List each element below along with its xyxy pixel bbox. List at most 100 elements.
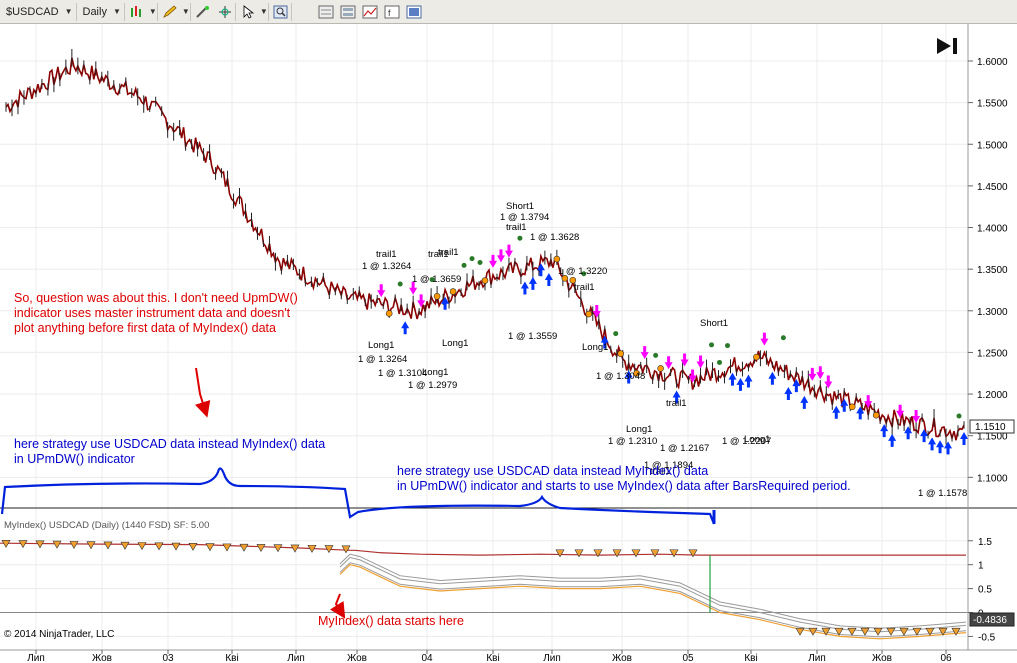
trade-label: Long1 bbox=[442, 338, 468, 349]
chevron-down-icon[interactable]: ▼ bbox=[149, 2, 158, 21]
indicator-marker bbox=[834, 627, 844, 636]
stop-dot bbox=[469, 256, 475, 262]
fill-dot bbox=[561, 275, 569, 282]
buy-arrow-icon bbox=[856, 406, 865, 420]
last-price-marker: 1.1510 bbox=[969, 419, 1015, 434]
indicator-marker bbox=[669, 549, 679, 558]
last-price-label: 1.1510 bbox=[975, 422, 1006, 433]
fill-dot bbox=[553, 255, 561, 263]
properties-icon[interactable] bbox=[338, 3, 358, 21]
stop-dot bbox=[717, 359, 723, 365]
price-tick-label: 1.5500 bbox=[977, 99, 1008, 110]
zoom-icon[interactable] bbox=[271, 2, 292, 21]
trade-label: 1 @ 1.3794 bbox=[500, 212, 549, 223]
pointer-icon[interactable] bbox=[238, 3, 258, 21]
sell-arrow-icon bbox=[504, 244, 513, 258]
pencil-icon[interactable] bbox=[160, 3, 180, 21]
price-tick-label: 1.1000 bbox=[977, 473, 1008, 484]
sell-arrow-icon bbox=[696, 355, 705, 369]
stop-dot bbox=[709, 342, 715, 348]
scroll-to-end-icon[interactable] bbox=[937, 38, 957, 54]
fill-dot bbox=[481, 277, 489, 284]
trade-label: 1 @ 1.2167 bbox=[660, 443, 709, 454]
indicator-marker bbox=[205, 543, 215, 552]
stop-dot bbox=[429, 277, 435, 283]
data-box-icon[interactable] bbox=[316, 3, 336, 21]
time-tick-label: Лип bbox=[543, 653, 561, 663]
indicator-tick-label: -0.5 bbox=[978, 632, 996, 643]
sell-arrow-icon bbox=[592, 305, 601, 319]
indicator-last-value: -0.4836 bbox=[973, 615, 1007, 626]
buy-arrow-icon bbox=[944, 441, 953, 455]
stop-dot bbox=[477, 260, 483, 266]
magic-wand-icon[interactable] bbox=[193, 3, 213, 21]
sell-arrow-icon bbox=[824, 375, 833, 389]
indicator-marker bbox=[69, 541, 79, 549]
price-tick-label: 1.3500 bbox=[977, 265, 1008, 276]
trade-label: Long1 bbox=[744, 434, 770, 445]
indicator-line bbox=[339, 556, 967, 633]
grid-lines bbox=[0, 24, 968, 650]
indicator-marker bbox=[86, 541, 96, 550]
svg-text:f: f bbox=[388, 8, 391, 18]
stop-dot bbox=[581, 271, 587, 277]
sell-arrow-icon bbox=[496, 249, 505, 263]
indicator-marker bbox=[912, 627, 922, 636]
time-tick-label: Лип bbox=[808, 653, 826, 663]
trade-label: trail1 bbox=[666, 398, 687, 409]
indicator-marker bbox=[103, 541, 113, 550]
trade-label: Short1 bbox=[506, 201, 534, 212]
trade-label: Long1 bbox=[626, 424, 652, 435]
trade-label: trail1 bbox=[438, 247, 459, 258]
indicator-line bbox=[0, 542, 966, 556]
period-selector[interactable]: Daily ▼ bbox=[80, 2, 125, 21]
strategy-icon[interactable] bbox=[404, 3, 424, 21]
bars-icon[interactable] bbox=[127, 3, 147, 21]
indicator-marker bbox=[18, 540, 28, 549]
buy-arrow-icon bbox=[832, 405, 841, 419]
trade-label: 1 @ 1.2310 bbox=[608, 436, 657, 447]
price-tick-label: 1.2500 bbox=[977, 348, 1008, 359]
sell-arrow-icon bbox=[409, 281, 418, 295]
trade-label: trail1 bbox=[506, 222, 527, 233]
indicator-axis: 1.510.50-0.5 bbox=[968, 537, 996, 643]
buy-arrow-icon bbox=[840, 398, 849, 412]
time-tick-label: Кві bbox=[486, 653, 499, 663]
buy-arrow-icon bbox=[544, 273, 553, 287]
indicator-tick-label: 1 bbox=[978, 561, 984, 572]
annotation-note-right: here strategy use USDCAD data instead My… bbox=[397, 464, 851, 493]
buy-arrow-icon bbox=[536, 263, 545, 277]
indicator-marker bbox=[631, 549, 641, 558]
price-tick-label: 1.1500 bbox=[977, 432, 1008, 443]
trade-markers bbox=[377, 235, 968, 455]
indicator-icon[interactable]: f bbox=[382, 3, 402, 21]
fill-dot bbox=[385, 310, 393, 317]
indicator-marker bbox=[171, 542, 181, 551]
chevron-down-icon[interactable]: ▼ bbox=[182, 2, 191, 21]
price-tick-label: 1.4500 bbox=[977, 182, 1008, 193]
instrument-selector[interactable]: $USDCAD ▼ bbox=[3, 2, 77, 21]
instrument-label: $USDCAD bbox=[6, 5, 59, 18]
fill-dot bbox=[617, 350, 625, 357]
indicator-marker bbox=[188, 543, 198, 551]
indicator-line bbox=[339, 553, 967, 629]
buy-arrow-icon bbox=[728, 372, 737, 386]
time-tick-label: 04 bbox=[421, 653, 433, 663]
buy-arrow-icon bbox=[768, 371, 777, 385]
trade-label: Long1 bbox=[422, 367, 448, 378]
crosshair-icon[interactable] bbox=[215, 2, 236, 21]
indicator-marker bbox=[307, 544, 317, 553]
sell-arrow-icon bbox=[864, 395, 873, 409]
trade-label: 1 @ 1.3559 bbox=[508, 331, 557, 342]
annotation-arrow-red-bottom bbox=[329, 593, 346, 619]
stop-dot bbox=[613, 331, 619, 337]
sell-arrow-icon bbox=[896, 404, 905, 418]
chart-toolbar: $USDCAD ▼ Daily ▼ ▼ ▼ ▼ f bbox=[0, 0, 1017, 24]
buy-arrow-icon bbox=[960, 431, 968, 445]
annotation-starts-here: MyIndex() data starts here bbox=[318, 614, 464, 628]
indicator-marker bbox=[860, 627, 870, 636]
indicator-marker bbox=[1, 539, 11, 548]
chevron-down-icon[interactable]: ▼ bbox=[260, 2, 269, 21]
chart-style-icon[interactable] bbox=[360, 3, 380, 21]
